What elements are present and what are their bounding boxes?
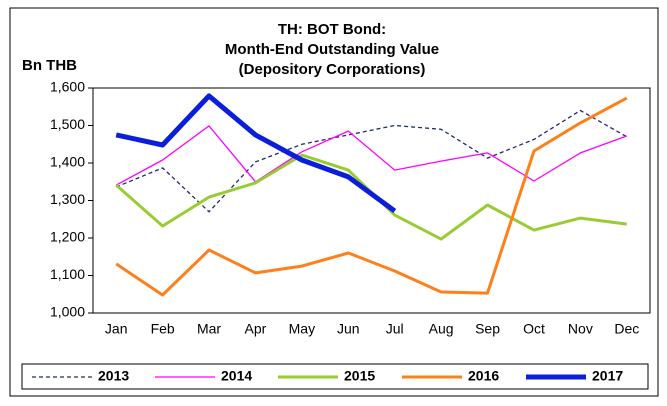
y-tick-label: 1,300 [50, 191, 85, 207]
y-tick-label: 1,400 [50, 154, 85, 170]
chart-frame [9, 7, 659, 397]
legend-label: 2016 [468, 368, 499, 384]
x-tick-label: Oct [523, 321, 545, 337]
y-tick-label: 1,200 [50, 229, 85, 245]
legend-label: 2017 [592, 368, 623, 384]
legend-label: 2013 [98, 368, 129, 384]
line-series [115, 125, 628, 186]
legend-label: 2015 [344, 368, 375, 384]
x-tick-label: Jun [337, 321, 360, 337]
y-axis-label: Bn THB [22, 57, 77, 74]
y-tick-label: 1,000 [50, 304, 85, 320]
x-tick-label: Jan [105, 321, 128, 337]
chart-title: Month-End Outstanding Value [225, 41, 439, 58]
x-tick-label: May [289, 321, 315, 337]
legend-label: 2014 [221, 368, 252, 384]
chart-title: TH: BOT Bond: [278, 21, 386, 38]
line-series [115, 93, 397, 214]
chart-title: (Depository Corporations) [239, 61, 426, 78]
x-tick-label: Sep [475, 321, 500, 337]
x-tick-label: Dec [614, 321, 639, 337]
y-tick-label: 1,600 [50, 79, 85, 95]
x-tick-label: Feb [151, 321, 175, 337]
y-tick-label: 1,500 [50, 116, 85, 132]
x-tick-label: Jul [386, 321, 404, 337]
x-tick-label: Aug [429, 321, 454, 337]
line-series [115, 109, 628, 213]
x-tick-label: Nov [568, 321, 593, 337]
x-tick-label: Apr [245, 321, 267, 337]
x-tick-label: Mar [197, 321, 221, 337]
y-tick-label: 1,100 [50, 266, 85, 282]
line-series [115, 96, 628, 297]
